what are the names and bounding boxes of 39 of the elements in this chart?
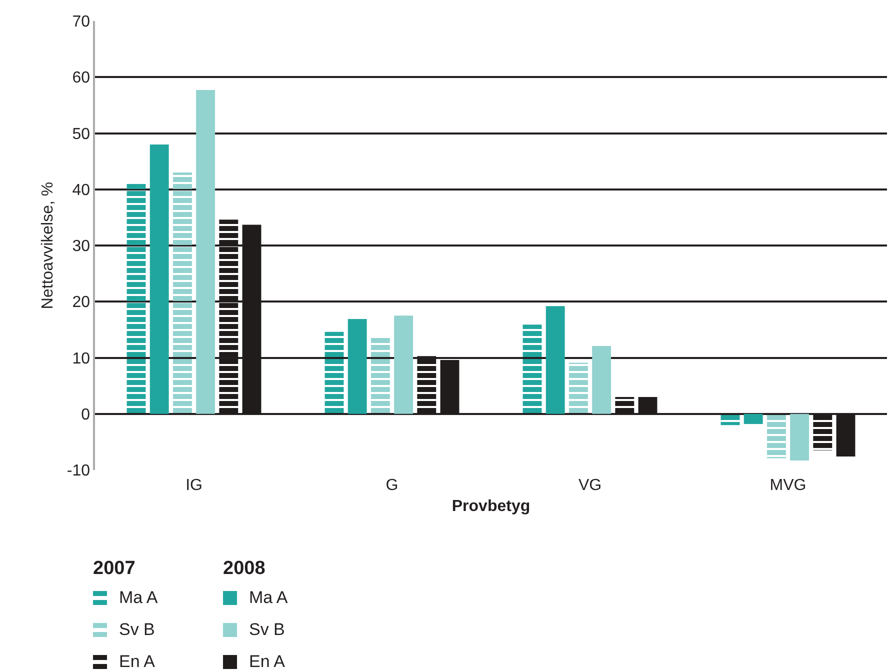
bar [546,306,565,414]
bar [172,172,192,414]
x-axis-title: Provbetyg [452,498,530,515]
bar [744,414,763,424]
bar [720,414,740,426]
y-tick-label: 20 [72,294,90,312]
bar [324,332,344,414]
legend-label: Ma A [249,588,288,608]
y-tick-label: 30 [72,238,90,256]
y-tick-label: 40 [72,182,90,199]
legend-label: Sv B [119,620,155,640]
y-tick-label: 70 [72,14,90,31]
bar [592,346,612,414]
legend-label: En A [249,652,285,671]
text: 2008 [223,558,266,579]
y-tick-label: 50 [72,126,90,143]
x-tick-label: IG [186,477,202,494]
bar [150,144,169,414]
bar [348,319,367,414]
y-axis-title: Nettoavvikelse, % [39,182,56,310]
bar [568,362,588,414]
legend-label: Sv B [249,620,285,640]
legend-label: Ma A [119,588,158,608]
bar [522,324,542,414]
legend-label: En A [119,652,155,671]
x-tick-label: VG [578,477,602,494]
text: 2007 [93,558,136,579]
bar [394,316,414,414]
bar [126,184,146,414]
bar [790,414,810,460]
y-tick-label: -10 [66,462,90,480]
y-tick-label: 60 [72,70,90,87]
x-tick-label: MVG [770,477,806,494]
y-tick-label: 0 [81,406,90,424]
x-tick-label: G [386,477,398,494]
y-tick-label: 10 [72,350,90,368]
bar [766,414,786,458]
bar [370,336,390,414]
bar [196,90,216,414]
